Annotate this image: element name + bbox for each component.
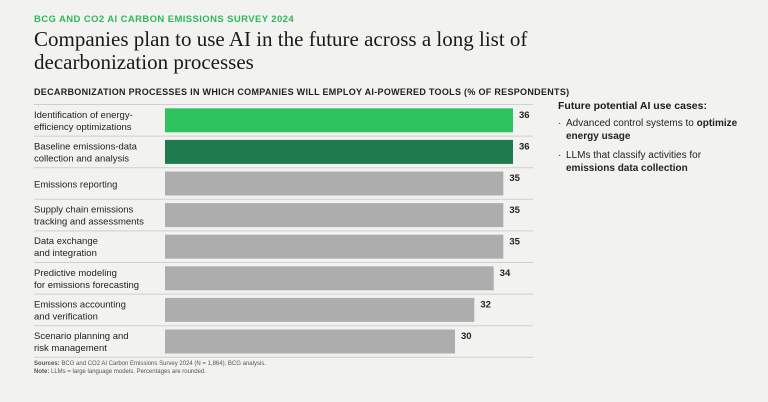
bar	[165, 108, 513, 133]
category-label: Emissions reporting	[34, 180, 117, 191]
value-label: 32	[480, 300, 491, 311]
bar	[165, 329, 455, 354]
category-label: Baseline emissions-data collection and an…	[34, 141, 138, 164]
bar	[165, 139, 513, 164]
footer: Sources: BCG and CO2 AI Carbon Emissions…	[34, 360, 266, 376]
side-panel: Future potential AI use cases: · Advance…	[558, 100, 743, 181]
side-item-2: · LLMs that classify activities for emis…	[558, 149, 743, 175]
chart-title: DECARBONIZATION PROCESSES IN WHICH COMPA…	[34, 87, 570, 97]
value-label: 36	[519, 110, 530, 121]
page-title: Companies plan to use AI in the future a…	[34, 27, 528, 74]
side-item-bold: emissions data collection	[566, 163, 688, 174]
category-label: Predictive modeling for emissions forecas…	[34, 268, 139, 291]
category-label: Scenario planning and risk management	[34, 331, 129, 354]
value-label: 36	[519, 142, 530, 153]
sources-text: BCG and CO2 AI Carbon Emissions Survey 2…	[59, 361, 266, 367]
side-item-1: · Advanced control systems to optimize e…	[558, 117, 743, 143]
note-label: Note:	[34, 369, 50, 375]
note-text: LLMs = large language models. Percentage…	[49, 369, 206, 375]
bar	[165, 203, 504, 228]
survey-kicker: BCG AND CO2 AI CARBON EMISSIONS SURVEY 2…	[34, 14, 295, 25]
bar	[165, 266, 494, 291]
note-line: Note: LLMs = large language models. Perc…	[34, 368, 266, 376]
category-label: Emissions accounting and verification	[34, 299, 126, 322]
side-item-bold: optimize energy usage	[566, 118, 738, 142]
value-label: 35	[509, 236, 520, 247]
bullet-icon: ·	[558, 150, 562, 161]
bullet-icon: ·	[558, 118, 562, 129]
side-heading: Future potential AI use cases:	[558, 100, 707, 112]
category-label: Identification of energy-efficiency opti…	[34, 110, 133, 133]
category-label: Data exchange and integration	[34, 236, 98, 259]
bar	[165, 234, 504, 259]
bar	[165, 171, 504, 196]
side-item-text: LLMs that classify activities for	[566, 150, 702, 161]
sources-label: Sources:	[34, 361, 60, 367]
side-item-text: Advanced control systems to	[566, 118, 697, 129]
value-label: 35	[509, 173, 520, 184]
bar	[165, 297, 475, 322]
value-label: 34	[500, 268, 511, 279]
value-label: 30	[461, 331, 472, 342]
value-label: 35	[509, 205, 520, 216]
category-label: Supply chain emissions tracking and asses…	[34, 205, 144, 228]
sources-line: Sources: BCG and CO2 AI Carbon Emissions…	[34, 360, 266, 368]
